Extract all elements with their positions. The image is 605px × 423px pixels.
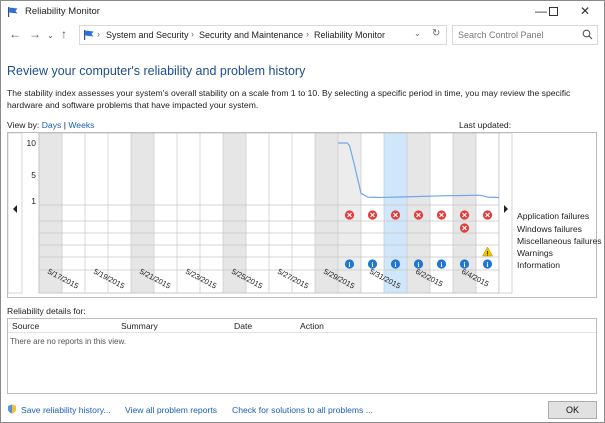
application-failure-icon-cross (393, 212, 398, 218)
warning-icon-glyph: ! (486, 250, 488, 257)
information-icon-glyph: i (349, 261, 351, 269)
recent-locations-chevron-icon[interactable]: ⌄ (47, 31, 54, 40)
application-failure-icon-cross (485, 212, 490, 218)
legend-application-failures: Application failures (517, 211, 590, 221)
view-by-bar: View by: Days | Weeks (7, 120, 94, 130)
check-for-solutions-link[interactable]: Check for solutions to all problems ... (232, 405, 373, 415)
address-dropdown-chevron-icon[interactable]: ⌄ (414, 29, 421, 38)
view-all-problem-reports-link[interactable]: View all problem reports (125, 405, 218, 415)
information-icon-glyph: i (395, 261, 397, 269)
breadcrumb-separator: › (191, 29, 194, 39)
breadcrumb-reliability-monitor[interactable]: Reliability Monitor (314, 30, 386, 40)
chart-day-column[interactable] (269, 133, 292, 293)
refresh-icon[interactable]: ↻ (432, 28, 441, 39)
chart-day-column[interactable] (131, 133, 154, 293)
information-icon[interactable] (459, 259, 470, 269)
chart-day-column[interactable] (177, 133, 200, 293)
legend-windows-failures: Windows failures (517, 224, 582, 234)
information-icon[interactable] (344, 259, 355, 269)
empty-reports-message: There are no reports in this view. (10, 337, 127, 346)
chart-day-column[interactable] (200, 133, 223, 293)
shield-icon (8, 404, 16, 414)
search-icon[interactable] (582, 29, 593, 40)
search-box[interactable]: Search Control Panel (452, 25, 598, 45)
application-failure-icon-cross (370, 212, 375, 218)
application-failure-icon-cross (439, 212, 444, 218)
column-header-summary[interactable]: Summary (121, 321, 158, 331)
chart-day-column[interactable] (292, 133, 315, 293)
close-button[interactable]: ✕ (579, 4, 591, 18)
warning-icon[interactable] (482, 246, 493, 257)
information-icon[interactable] (436, 259, 447, 269)
chart-day-column[interactable] (154, 133, 177, 293)
information-icon-glyph: i (487, 261, 489, 269)
column-header-source[interactable]: Source (12, 321, 40, 331)
information-icon-glyph: i (464, 261, 466, 269)
information-icon[interactable] (390, 259, 401, 269)
breadcrumb-system-and-security[interactable]: System and Security (106, 30, 189, 40)
legend-warnings: Warnings (517, 248, 553, 258)
chart-day-column[interactable] (315, 133, 338, 293)
column-header-action[interactable]: Action (300, 321, 324, 331)
chart-day-column[interactable] (85, 133, 108, 293)
page-description: The stability index assesses your system… (7, 88, 571, 110)
breadcrumb-separator: › (306, 29, 309, 39)
navigation-bar: ← → ⌄ ↑ › System and Security › Security… (1, 23, 604, 47)
information-icon-glyph: i (441, 261, 443, 269)
control-panel-flag-icon (84, 30, 94, 40)
back-arrow-icon[interactable]: ← (9, 27, 21, 41)
page-title: Review your computer's reliability and p… (7, 64, 306, 78)
last-updated-label: Last updated: (459, 120, 512, 130)
information-icon[interactable] (482, 259, 493, 269)
chart-day-column[interactable] (108, 133, 131, 293)
view-separator: | (63, 120, 66, 130)
details-table-header: Source Summary Date Action (8, 319, 596, 333)
windows-failure-icon-cross (462, 225, 467, 231)
y-tick-label: 1 (31, 196, 36, 206)
ok-button[interactable]: OK (548, 401, 597, 419)
y-tick-label: 10 (27, 138, 37, 148)
window-title: Reliability Monitor (25, 6, 100, 17)
chart-day-column[interactable] (246, 133, 269, 293)
breadcrumb-separator: › (97, 29, 100, 39)
title-bar: Reliability Monitor — ✕ (1, 1, 604, 23)
address-bar[interactable]: › System and Security › Security and Mai… (79, 25, 447, 45)
chart-day-column[interactable] (39, 133, 62, 293)
view-weeks-link[interactable]: Weeks (68, 120, 95, 130)
legend-information: Information (517, 260, 560, 270)
application-failure-icon-cross (462, 212, 467, 218)
scroll-right-button[interactable] (498, 133, 513, 294)
maximize-icon[interactable] (549, 7, 559, 17)
up-arrow-icon[interactable]: ↑ (61, 27, 67, 41)
reliability-flag-icon (8, 7, 18, 17)
minimize-button[interactable]: — (535, 4, 547, 18)
reliability-chart[interactable]: 10 5 1! i i i i i i i 5/17/2015 5/19/2015 5/21/2015 5… (7, 132, 602, 298)
scroll-left-arrow-icon[interactable] (13, 205, 17, 213)
application-failure-icon-cross (416, 212, 421, 218)
legend-miscellaneous-failures: Miscellaneous failures (517, 236, 602, 246)
information-icon-glyph: i (372, 261, 374, 269)
save-reliability-history-link[interactable]: Save reliability history... (21, 405, 111, 415)
reliability-details-label: Reliability details for: (7, 306, 86, 316)
y-tick-label: 5 (31, 170, 36, 180)
view-days-link[interactable]: Days (41, 120, 62, 130)
column-header-date[interactable]: Date (234, 321, 253, 331)
information-icon[interactable] (367, 259, 378, 269)
view-by-label: View by: (7, 120, 40, 130)
application-failure-icon-cross (347, 212, 352, 218)
reliability-details-table[interactable]: Source Summary Date Action There are no … (7, 318, 597, 394)
scroll-left-button[interactable] (8, 133, 23, 294)
forward-arrow-icon[interactable]: → (29, 27, 41, 41)
stability-index-line (338, 142, 500, 199)
chart-day-column[interactable] (62, 133, 85, 293)
information-icon[interactable] (413, 259, 424, 269)
information-icon-glyph: i (418, 261, 420, 269)
breadcrumb-security-and-maintenance[interactable]: Security and Maintenance (199, 30, 304, 40)
scroll-right-arrow-icon[interactable] (504, 205, 508, 213)
chart-day-column[interactable] (223, 133, 246, 293)
search-input[interactable]: Search Control Panel (458, 30, 544, 40)
